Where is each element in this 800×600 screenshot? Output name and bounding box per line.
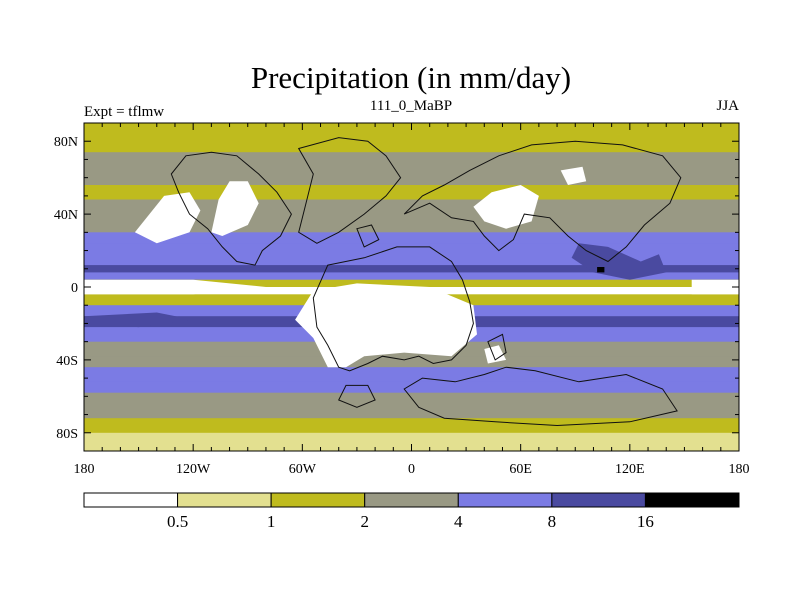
x-tick-label: 60E bbox=[509, 462, 532, 477]
colorbar-label: 2 bbox=[360, 512, 369, 531]
colorbar-box bbox=[364, 492, 459, 508]
coastline bbox=[338, 384, 376, 408]
colorbar-label: 1 bbox=[267, 512, 276, 531]
colorbar-label: 4 bbox=[454, 512, 463, 531]
precip-band bbox=[84, 152, 739, 171]
north-pacific-dry bbox=[134, 192, 201, 244]
precip-band bbox=[84, 254, 739, 266]
asia-monsoon-core bbox=[597, 267, 605, 273]
north-america-dry bbox=[211, 181, 259, 236]
colorbar: 0.5 1 2 4 8 16 bbox=[83, 492, 740, 531]
season-label: JJA bbox=[716, 98, 739, 114]
colorbar-label: 8 bbox=[548, 512, 557, 531]
coastline bbox=[356, 224, 380, 248]
y-tick-label: 80S bbox=[56, 427, 78, 442]
coastline bbox=[297, 137, 402, 244]
coastline bbox=[170, 151, 292, 266]
colorbar-box bbox=[177, 492, 272, 508]
precip-band bbox=[84, 170, 739, 186]
coastlines bbox=[170, 137, 682, 427]
x-tick-label: 60W bbox=[289, 462, 317, 477]
y-tick-label: 80N bbox=[54, 135, 78, 150]
y-tick-label: 0 bbox=[71, 281, 78, 296]
colorbar-label: 0.5 bbox=[167, 512, 188, 531]
time-slice-label: 111_0_MaBP bbox=[370, 98, 452, 114]
colorbar-box bbox=[270, 492, 366, 508]
precip-band bbox=[84, 265, 739, 273]
y-tick-label: 40S bbox=[56, 354, 78, 369]
coastline bbox=[403, 366, 678, 427]
south-africa-dry bbox=[484, 345, 507, 364]
equatorial-west-pacific-dry bbox=[691, 279, 739, 295]
y-tick-label: 40N bbox=[54, 208, 78, 223]
equatorial-east-pacific-dry bbox=[84, 279, 266, 295]
coastline bbox=[487, 333, 507, 361]
colorbar-label: 16 bbox=[637, 512, 654, 531]
x-tick-label: 120E bbox=[615, 462, 645, 477]
precip-band bbox=[84, 272, 739, 281]
experiment-label: Expt = tflmw bbox=[84, 104, 164, 120]
south-midlat-storm bbox=[84, 312, 194, 328]
precipitation-anomaly-regions bbox=[84, 166, 739, 368]
precip-band bbox=[84, 356, 739, 368]
x-tick-label: 0 bbox=[408, 462, 415, 477]
precip-band bbox=[84, 367, 739, 383]
colorbar-box bbox=[644, 492, 740, 508]
precip-band bbox=[84, 137, 739, 153]
x-tick-label: 120W bbox=[176, 462, 211, 477]
x-tick-label: 180 bbox=[729, 462, 750, 477]
precip-band bbox=[84, 432, 739, 451]
precip-band bbox=[84, 232, 739, 244]
colorbar-box bbox=[551, 492, 646, 508]
precip-band bbox=[84, 418, 739, 434]
colorbar-box bbox=[83, 492, 179, 508]
chart-title: Precipitation (in mm/day) bbox=[251, 60, 571, 95]
precip-band bbox=[84, 392, 739, 408]
precip-band bbox=[84, 243, 739, 255]
axes: 180 120W 60W 0 60E 120E 180 80N 40N 0 40S 80S bbox=[54, 122, 750, 477]
precip-band bbox=[84, 279, 739, 288]
coastline bbox=[403, 140, 682, 263]
precip-band bbox=[84, 381, 739, 394]
x-tick-label: 180 bbox=[74, 462, 95, 477]
coastline bbox=[312, 246, 474, 372]
colorbar-box bbox=[457, 492, 553, 508]
precip-band bbox=[84, 221, 739, 233]
asia-monsoon-wet bbox=[571, 243, 667, 280]
gondwana-interior-dry bbox=[295, 283, 477, 368]
east-asia-dry bbox=[560, 166, 587, 185]
precip-band bbox=[84, 407, 739, 419]
